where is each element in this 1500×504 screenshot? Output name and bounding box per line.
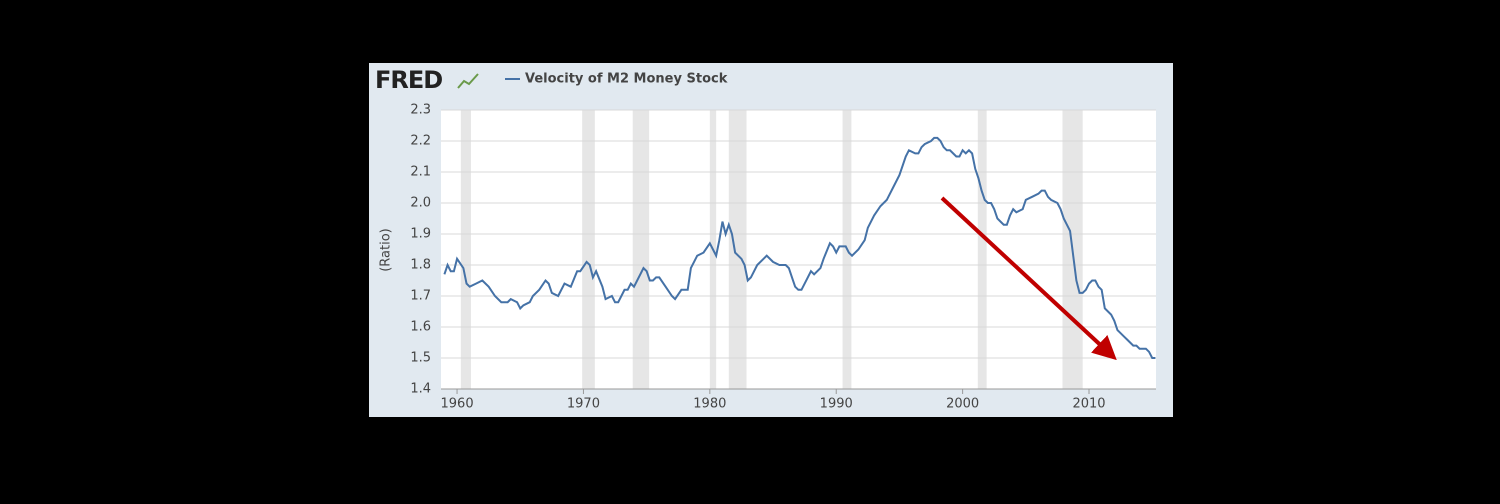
y-axis-title: (Ratio)	[379, 228, 394, 272]
logo: FRED	[375, 66, 442, 94]
legend-label: Velocity of M2 Money Stock	[525, 72, 728, 87]
logo-icon	[457, 73, 479, 89]
y-tick-label: 1.5	[410, 351, 431, 366]
recession-band	[460, 110, 471, 389]
y-tick-label: 2.1	[410, 165, 431, 180]
recession-band	[632, 110, 650, 389]
y-tick-label: 2.3	[410, 103, 431, 118]
plot-layer: 1.4 1.5 1.6 1.7 1.8 1.9 2.0 2.1 2.2 2.3 1960 1970 19…	[410, 103, 1156, 412]
x-tick-label: 1990	[820, 397, 853, 412]
x-tick-label: 2000	[946, 397, 979, 412]
data-line	[443, 136, 1156, 359]
y-tick-label: 1.4	[410, 382, 431, 397]
y-tick-label: 1.7	[410, 289, 431, 304]
y-tick-label: 1.9	[410, 227, 431, 242]
recession-band	[728, 110, 747, 389]
y-tick-label: 2.2	[410, 134, 431, 149]
y-tick-label: 1.8	[410, 258, 431, 273]
x-tick-label: 1980	[693, 397, 726, 412]
y-tick-label: 2.0	[410, 196, 431, 211]
x-tick-label: 1960	[441, 397, 474, 412]
x-tick-label: 2010	[1072, 397, 1105, 412]
recession-band	[977, 110, 987, 389]
x-tick-label: 1970	[567, 397, 600, 412]
recession-band	[582, 110, 595, 389]
plot-area	[441, 110, 1156, 389]
annotation-arrow	[940, 196, 1117, 361]
y-tick-label: 1.6	[410, 320, 431, 335]
